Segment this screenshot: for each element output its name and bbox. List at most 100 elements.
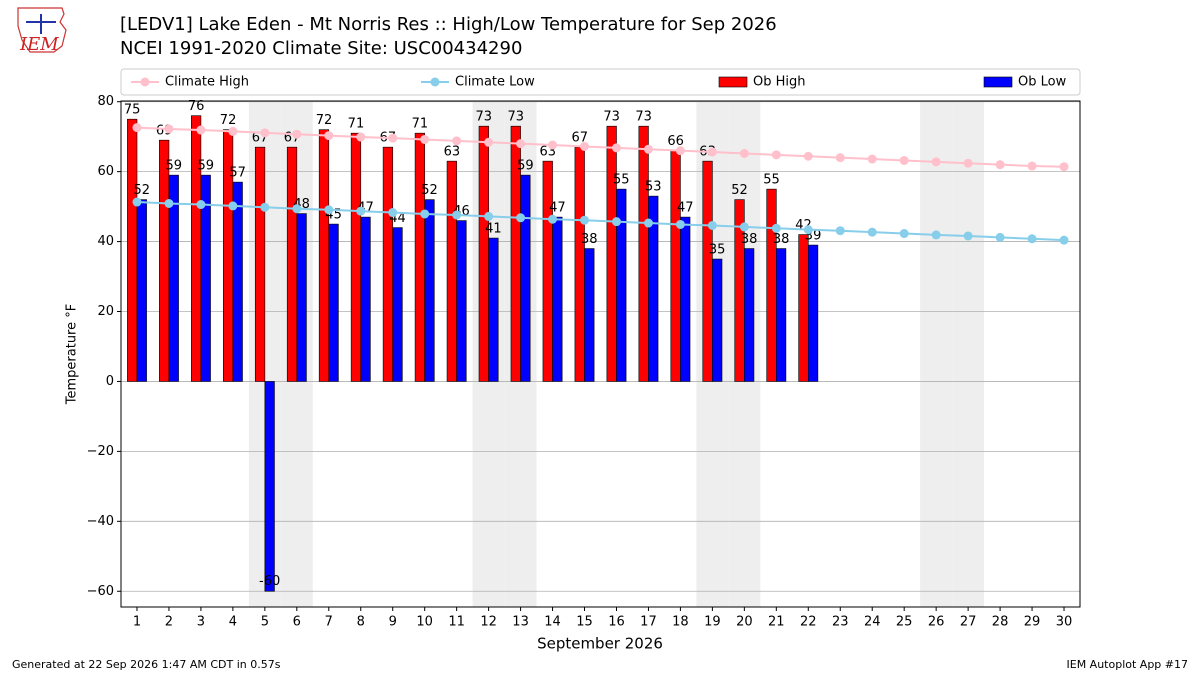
bar (670, 150, 681, 382)
logo-text: IEM (19, 34, 59, 55)
value-label: 41 (485, 222, 502, 237)
value-label: 59 (165, 159, 182, 174)
y-tick-label: −20 (87, 444, 114, 459)
line-marker (260, 128, 270, 138)
line-marker (835, 226, 845, 236)
bar (414, 132, 425, 382)
line-marker (484, 137, 494, 147)
value-label: 38 (773, 232, 790, 247)
bar (520, 174, 531, 382)
line-marker (420, 209, 430, 219)
bar (638, 125, 649, 382)
x-tick-label: 30 (1056, 615, 1073, 630)
bar (136, 199, 147, 382)
x-tick-label: 12 (480, 615, 497, 630)
line-marker (516, 213, 526, 223)
chart-subtitle: NCEI 1991-2020 Climate Site: USC00434290 (120, 38, 522, 59)
legend: Climate High Climate Low Ob High Ob Low (120, 68, 1081, 96)
x-tick-label: 4 (229, 615, 237, 630)
bar (807, 244, 819, 382)
line-marker (1027, 161, 1037, 171)
value-label: 76 (188, 99, 205, 114)
line-marker (643, 144, 653, 154)
x-tick-label: 2 (165, 615, 173, 630)
bar (542, 160, 553, 382)
bar (168, 174, 179, 382)
value-label: 66 (667, 134, 684, 149)
bar (478, 125, 489, 382)
x-tick-label: 25 (896, 615, 913, 630)
bar (712, 258, 723, 382)
chart-title: [LEDV1] Lake Eden - Mt Norris Res :: Hig… (120, 14, 777, 35)
value-label: 59 (517, 159, 534, 174)
line-marker (1059, 162, 1069, 172)
line-marker (643, 218, 653, 228)
bar (648, 195, 659, 382)
bar (744, 248, 755, 382)
value-label: 71 (412, 117, 429, 132)
line-marker (356, 206, 366, 216)
line-marker (707, 147, 717, 157)
line-marker (452, 136, 462, 146)
line-marker (963, 231, 973, 241)
bar (392, 227, 403, 382)
line-marker (228, 126, 238, 136)
x-tick-label: 26 (928, 615, 945, 630)
legend-label: Climate High (165, 75, 249, 90)
y-tick-label: 60 (97, 164, 114, 179)
value-label: 55 (763, 173, 780, 188)
line-marker (516, 139, 526, 149)
line-marker (548, 140, 558, 150)
line-marker (803, 151, 813, 161)
x-tick-label: 23 (832, 615, 849, 630)
line-marker (867, 227, 877, 237)
value-label: 73 (603, 110, 620, 125)
bar (127, 118, 138, 382)
value-label: 72 (316, 113, 333, 128)
footer: IEM Autoplot App #17 (1067, 658, 1189, 671)
bar (350, 132, 362, 382)
legend-label: Ob Low (1018, 75, 1067, 90)
line-marker (228, 201, 238, 211)
legend-swatch (430, 77, 440, 87)
line-marker (260, 202, 270, 212)
x-tick-label: 9 (389, 615, 397, 630)
bar (766, 188, 777, 382)
footer: Generated at 22 Sep 2026 1:47 AM CDT in … (12, 658, 281, 671)
x-tick-label: 27 (960, 615, 977, 630)
x-tick-label: 29 (1024, 615, 1041, 630)
value-label: 71 (348, 117, 365, 132)
x-tick-label: 3 (197, 615, 205, 630)
line-marker (132, 123, 142, 133)
line-marker (611, 217, 621, 227)
value-label: 57 (229, 166, 246, 181)
bar (616, 188, 627, 382)
line-marker (707, 220, 717, 230)
value-label: 52 (421, 183, 438, 198)
bar (424, 199, 435, 382)
bar (488, 237, 499, 382)
line-marker (388, 208, 398, 218)
value-label: 53 (645, 180, 662, 195)
legend-box (120, 68, 1081, 96)
line-marker (292, 129, 302, 139)
line-marker (164, 124, 174, 134)
line (136, 126, 1065, 168)
value-label: 35 (709, 243, 726, 258)
line-marker (548, 214, 558, 224)
line-marker (452, 210, 462, 220)
value-label: 73 (635, 110, 652, 125)
x-tick-label: 11 (448, 615, 465, 630)
bar (232, 181, 243, 382)
line-marker (420, 134, 430, 144)
y-tick-label: 0 (106, 374, 114, 389)
bar (446, 160, 457, 382)
line-marker (611, 143, 621, 153)
bar (264, 381, 275, 592)
value-label: 59 (197, 159, 214, 174)
x-tick-label: 28 (992, 615, 1009, 630)
line-marker (835, 153, 845, 163)
line-marker (196, 125, 206, 135)
value-label: 55 (613, 173, 630, 188)
bar (254, 146, 266, 382)
